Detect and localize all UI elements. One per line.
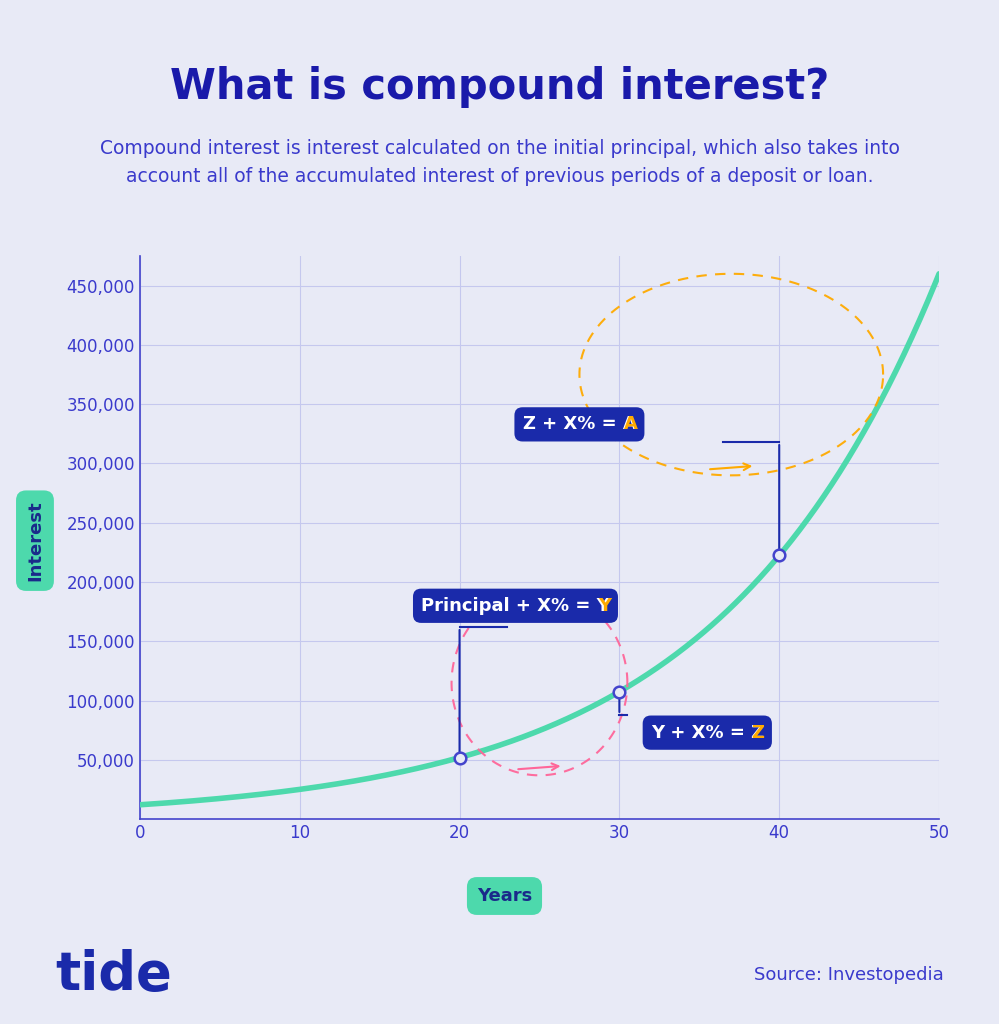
Text: Interest: Interest (26, 501, 44, 581)
Point (611, 683, 627, 699)
Text: account all of the accumulated interest of previous periods of a deposit or loan: account all of the accumulated interest … (126, 167, 873, 185)
Point (771, 547, 787, 563)
Text: Z: Z (751, 724, 764, 741)
Text: Years: Years (477, 887, 532, 905)
Text: Source: Investopedia: Source: Investopedia (754, 966, 944, 984)
Text: Compound interest is interest calculated on the initial principal, which also ta: Compound interest is interest calculated… (100, 139, 899, 158)
Text: Z + X% = A: Z + X% = A (522, 416, 636, 433)
Point (452, 750, 468, 766)
Text: Principal + X% = Y: Principal + X% = Y (422, 597, 609, 614)
Text: Y + X% = Z: Y + X% = Z (650, 724, 764, 741)
Text: Y: Y (598, 597, 611, 614)
Text: tide: tide (55, 949, 172, 1000)
Text: A: A (623, 416, 637, 433)
Text: What is compound interest?: What is compound interest? (170, 66, 829, 109)
